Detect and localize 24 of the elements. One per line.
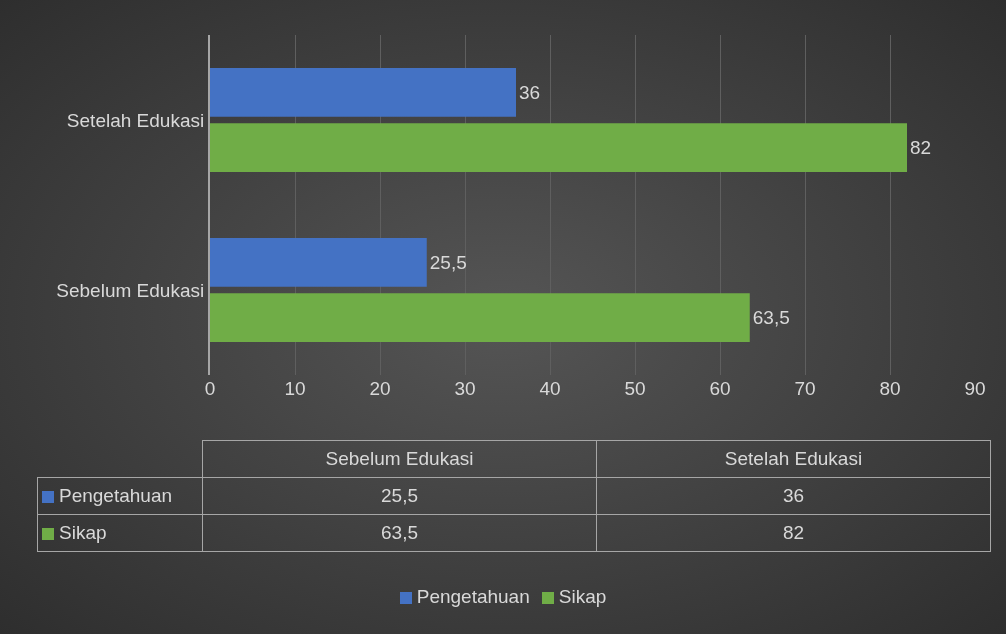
x-tick-label: 70 xyxy=(794,378,816,399)
x-tick-label: 80 xyxy=(879,378,901,399)
category-label: Sebelum Edukasi xyxy=(325,448,474,469)
data-label: 36 xyxy=(519,81,541,103)
text: 63,5 xyxy=(381,522,418,543)
text: 82 xyxy=(782,522,805,543)
legend-label: Sikap xyxy=(37,514,203,552)
x-tick-label: 30 xyxy=(454,378,476,399)
x-tick-label: 50 xyxy=(624,378,646,399)
x-tick-label: 20 xyxy=(369,378,391,399)
category-label: Setelah Edukasi xyxy=(724,448,863,469)
legend-label: Pengetahuan xyxy=(37,477,203,515)
data-label: 63,5 xyxy=(752,307,790,329)
data-label: 25,5 xyxy=(429,251,467,273)
x-tick-label: 0 xyxy=(204,378,216,399)
text: Sikap xyxy=(558,586,607,607)
data-label: 82 xyxy=(910,137,932,159)
text: 36 xyxy=(782,485,805,506)
x-tick-label: 60 xyxy=(709,378,731,399)
text: 25,5 xyxy=(381,485,418,506)
x-tick-label: 90 xyxy=(964,378,986,399)
x-tick-label: 40 xyxy=(539,378,561,399)
x-tick-label: 10 xyxy=(284,378,306,399)
text: Pengetahuan xyxy=(416,586,530,607)
